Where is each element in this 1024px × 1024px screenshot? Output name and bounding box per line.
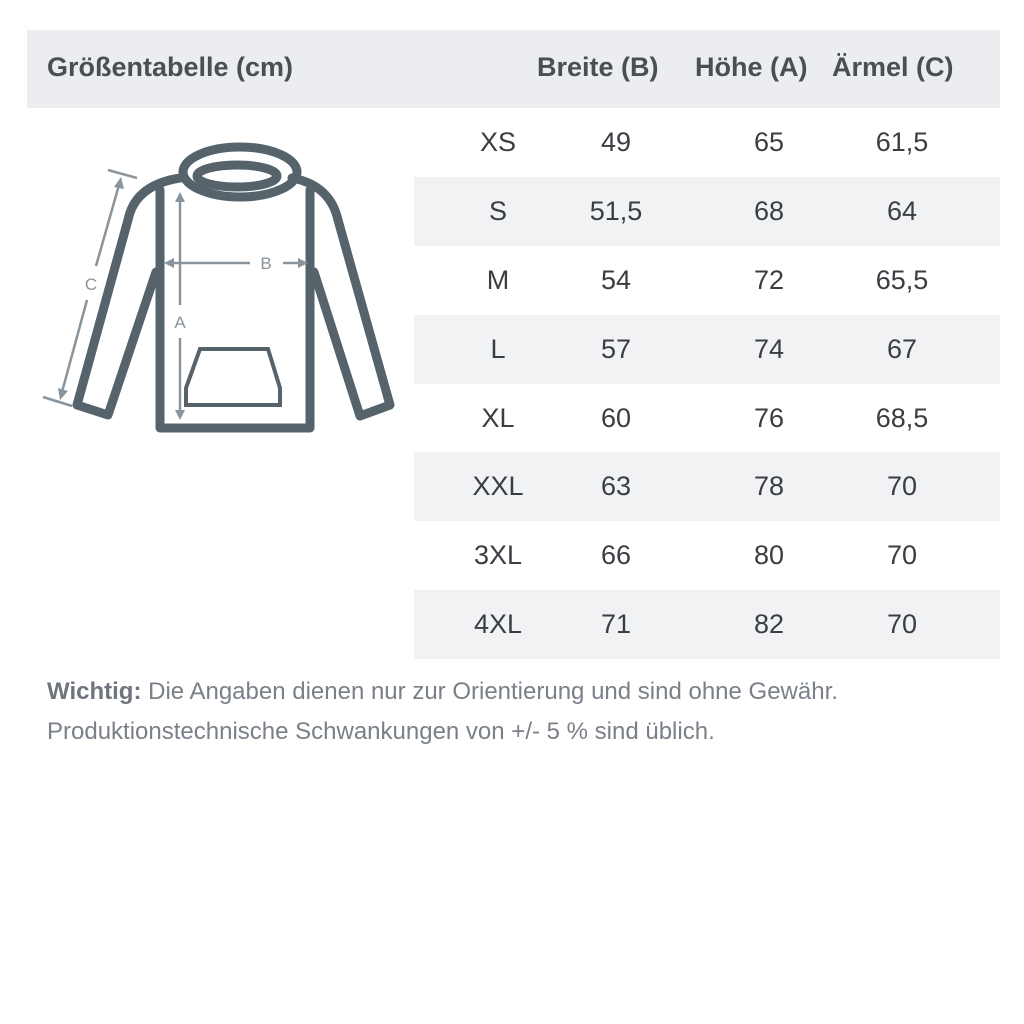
table-row: 3XL 66 80 70: [414, 521, 1000, 590]
hoodie-hood: [178, 142, 302, 202]
cell-size: M: [486, 265, 510, 295]
label-a: A: [174, 313, 186, 332]
column-header-sleeve: Ärmel (C): [832, 52, 954, 82]
hoodie-body: [155, 185, 315, 433]
note-text: Die Angaben dienen nur zur Orientierung …: [141, 678, 838, 705]
cell-c: 68,5: [875, 403, 929, 433]
cell-a: 76: [753, 403, 785, 433]
table-header: Größentabelle (cm) Breite (B) Höhe (A) Ä…: [27, 30, 1000, 108]
cell-b: 54: [600, 265, 632, 295]
cell-a: 74: [753, 334, 785, 364]
note-line-2: Produktionstechnische Schwankungen von +…: [47, 718, 715, 745]
cell-b: 63: [600, 471, 632, 501]
cell-a: 82: [753, 609, 785, 639]
cell-a: 68: [753, 196, 785, 226]
table-row: M 54 72 65,5: [414, 246, 1000, 315]
cell-b: 66: [600, 540, 632, 570]
sleeve-arrow: [94, 184, 121, 267]
cell-a: 78: [753, 471, 785, 501]
cell-size: XS: [479, 127, 517, 157]
cell-c: 64: [886, 196, 918, 226]
cell-size: 3XL: [473, 540, 523, 570]
cell-size: S: [488, 196, 508, 226]
hoodie-right-sleeve: [287, 173, 395, 421]
cell-c: 61,5: [875, 127, 929, 157]
cell-c: 70: [886, 609, 918, 639]
column-header-height: Höhe (A): [695, 52, 808, 82]
table-row: XXL 63 78 70: [414, 452, 1000, 521]
cell-a: 65: [753, 127, 785, 157]
cell-c: 65,5: [875, 265, 929, 295]
table-row: 4XL 71 82 70: [414, 590, 1000, 659]
cell-b: 49: [600, 127, 632, 157]
label-b: B: [260, 254, 271, 273]
cell-b: 71: [600, 609, 632, 639]
cell-b: 60: [600, 403, 632, 433]
cell-size: L: [490, 334, 506, 364]
cell-c: 67: [886, 334, 918, 364]
cell-size: XL: [481, 403, 515, 433]
hoodie-pocket: [184, 347, 282, 407]
note-label: Wichtig:: [47, 678, 142, 705]
hoodie-diagram-icon: A B C: [42, 142, 395, 433]
table-title: Größentabelle (cm): [47, 52, 294, 82]
cell-b: 51,5: [589, 196, 643, 226]
cell-a: 72: [753, 265, 785, 295]
table-row: XL 60 76 68,5: [414, 384, 1000, 453]
note-line-1: Wichtig: Die Angaben dienen nur zur Orie…: [47, 678, 838, 706]
table-row: XS 49 65 61,5: [414, 108, 1000, 177]
cell-c: 70: [886, 471, 918, 501]
hoodie-left-sleeve: [72, 173, 185, 420]
column-header-width: Breite (B): [537, 52, 659, 82]
table-row: S 51,5 68 64: [414, 177, 1000, 246]
label-c: C: [85, 275, 97, 294]
cell-size: XXL: [472, 471, 524, 501]
cell-size: 4XL: [473, 609, 523, 639]
cell-b: 57: [600, 334, 632, 364]
cell-a: 80: [753, 540, 785, 570]
table-row: L 57 74 67: [414, 315, 1000, 384]
cell-c: 70: [886, 540, 918, 570]
